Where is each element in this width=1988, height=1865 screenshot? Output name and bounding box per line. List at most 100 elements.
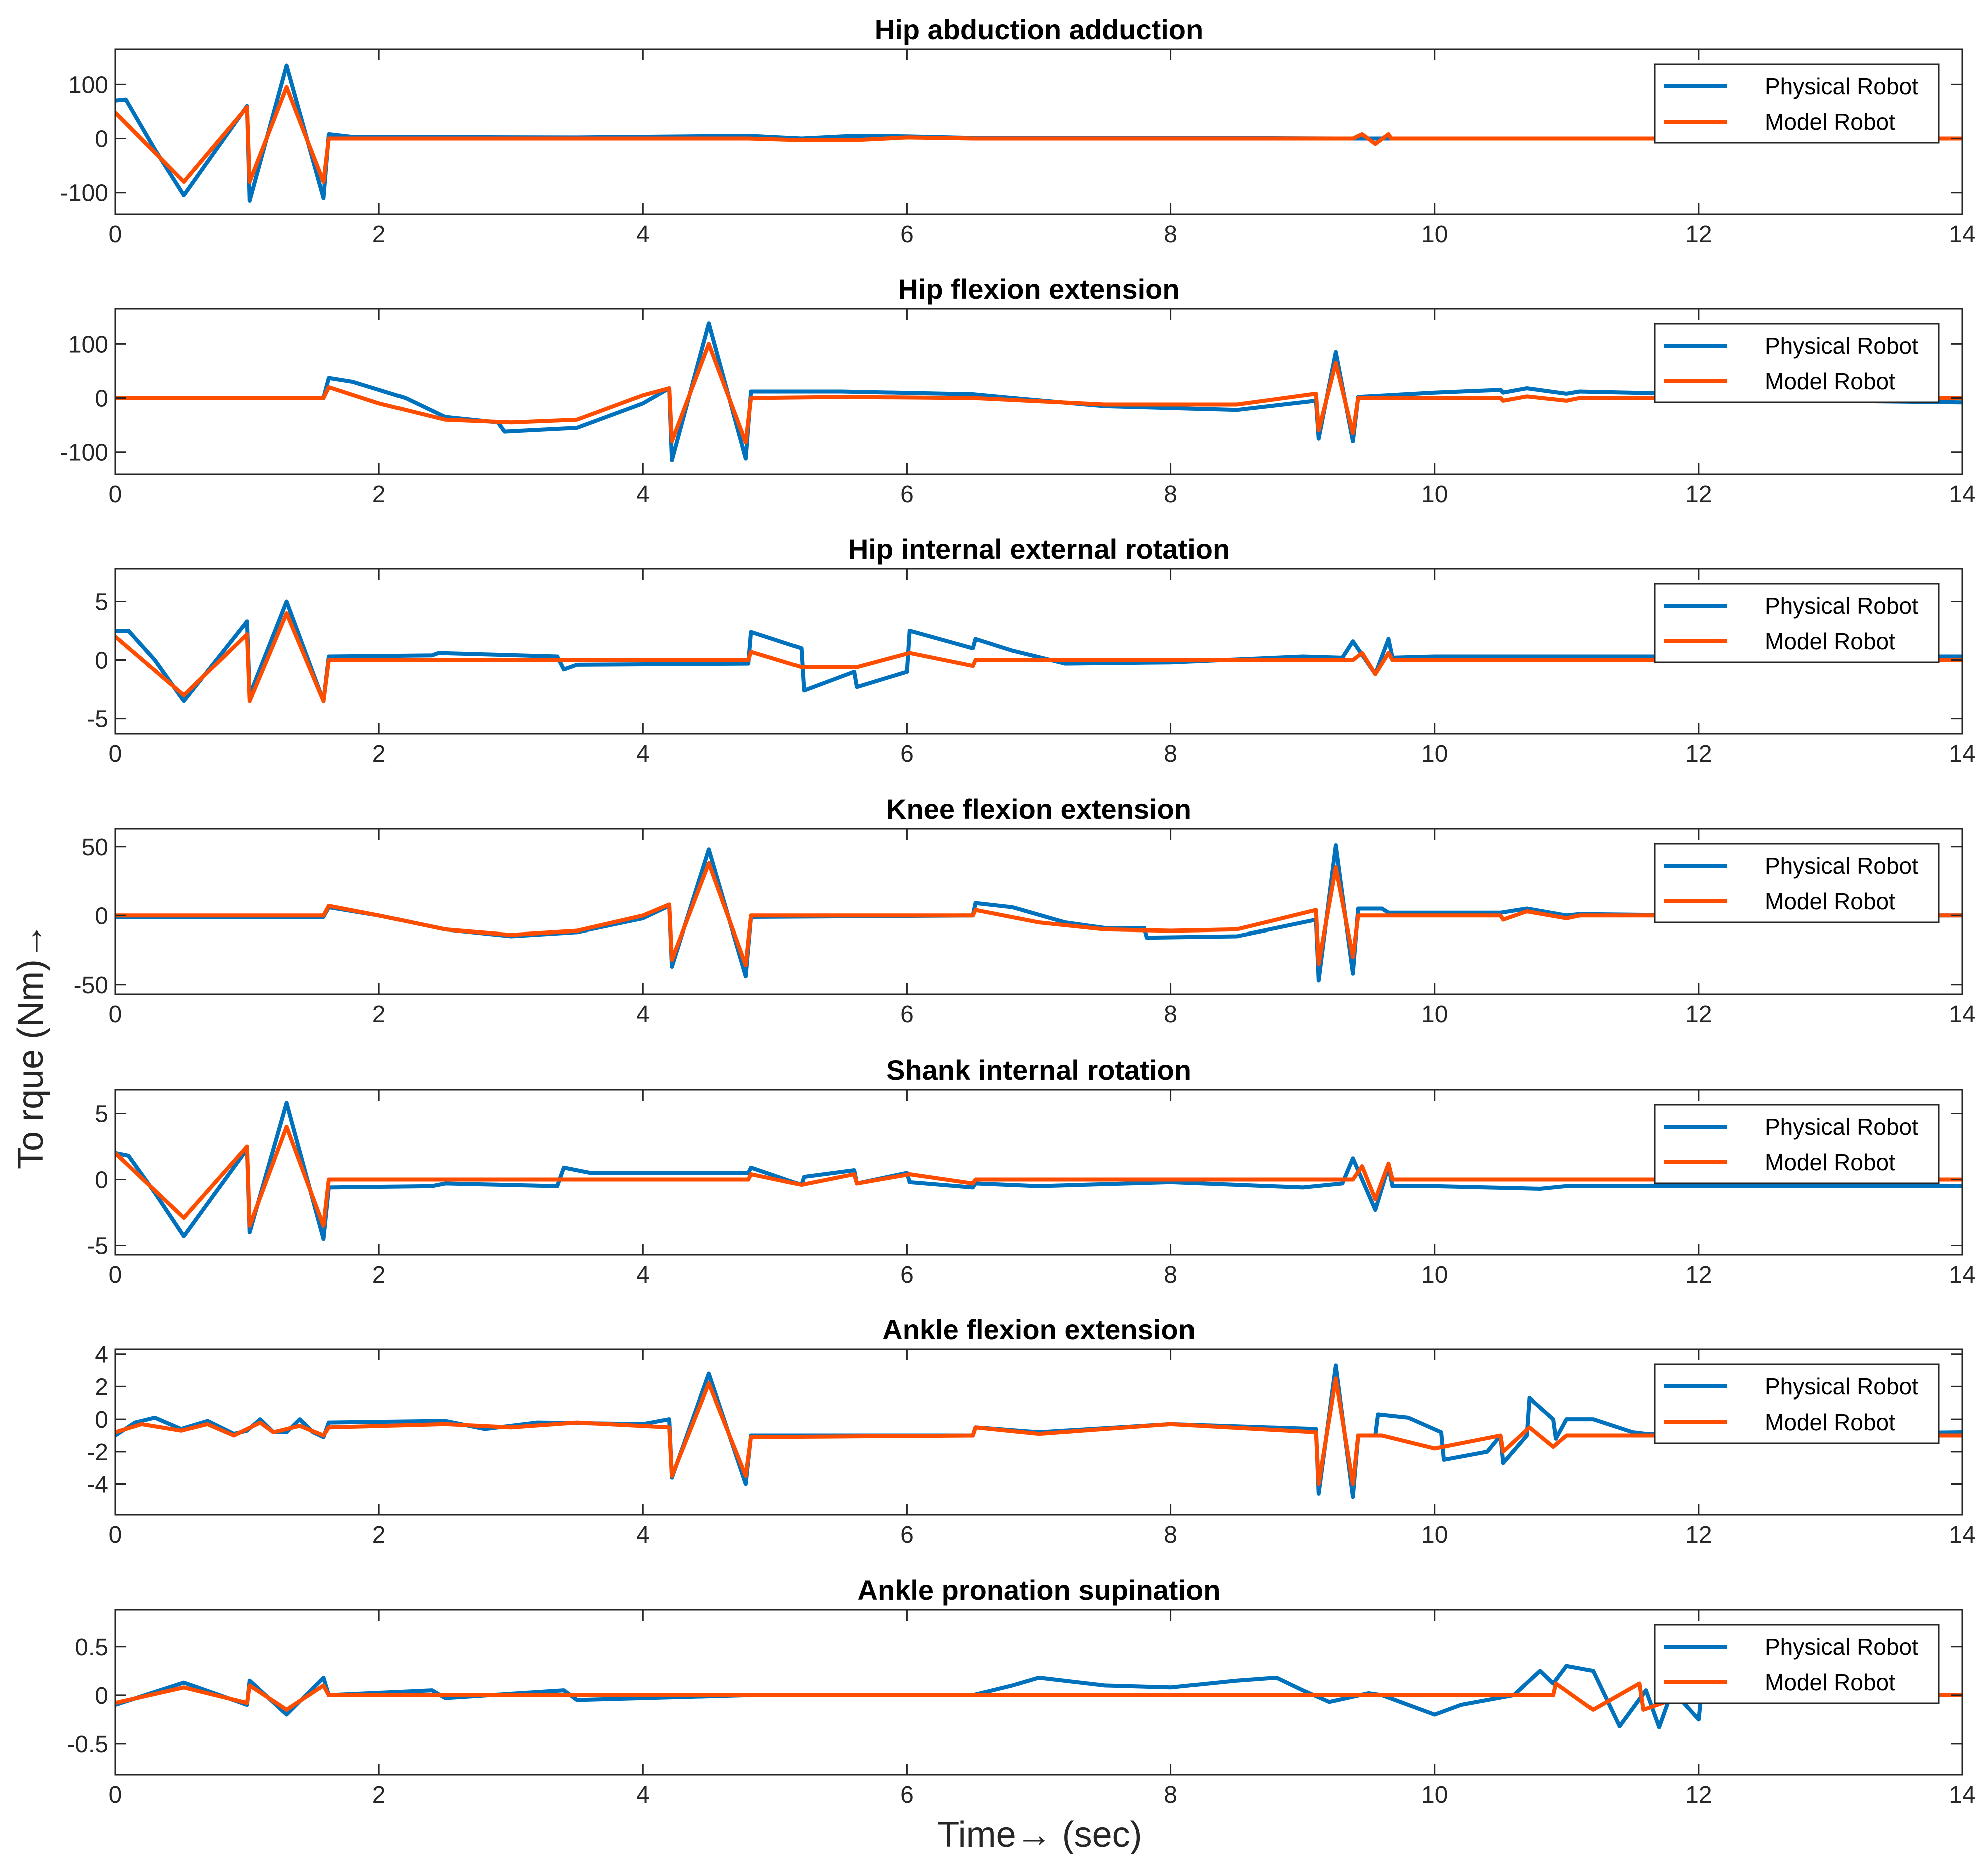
x-tick-label: 14 [1949,221,1975,248]
legend-label: Physical Robot [1765,593,1918,619]
subplot-title: Hip internal external rotation [848,533,1230,565]
x-tick-label: 2 [372,741,386,767]
x-tick-label: 14 [1949,1782,1975,1808]
x-tick-label: 4 [636,741,650,767]
x-tick-label: 12 [1685,481,1712,508]
legend-label: Model Robot [1765,1409,1895,1435]
x-tick-label: 2 [372,1522,386,1548]
legend-label: Model Robot [1765,368,1895,394]
legend-label: Physical Robot [1765,853,1918,879]
x-tick-label: 8 [1164,221,1177,248]
x-tick-label: 0 [109,221,122,248]
x-tick-label: 14 [1949,741,1975,767]
legend-box [1654,323,1940,403]
legend-label: Model Robot [1765,109,1895,135]
axes-box [114,1089,1963,1256]
x-tick-label: 10 [1421,481,1448,508]
axes-box [114,48,1963,215]
x-tick-label: 0 [109,1522,122,1548]
subplot-title: Knee flexion extension [886,793,1191,825]
x-tick-label: 10 [1421,1522,1448,1548]
x-tick-label: 6 [900,1522,914,1548]
x-tick-label: 12 [1685,1782,1712,1808]
subplot-title: Ankle flexion extension [882,1314,1196,1345]
y-tick-label: -100 [60,440,108,467]
y-tick-label: 0 [95,648,108,674]
axes-box [114,1609,1963,1776]
legend-label: Model Robot [1765,888,1895,914]
legend-box [1654,843,1940,923]
x-tick-label: 2 [372,481,386,508]
series-group [115,1664,1962,1729]
y-tick-label: 0 [95,126,108,153]
x-tick-label: 6 [900,741,914,767]
x-tick-label: 8 [1164,1262,1177,1288]
x-tick-label: 12 [1685,1262,1712,1288]
y-tick-label: 100 [68,331,108,358]
x-tick-label: 0 [109,1262,122,1288]
legend-label: Physical Robot [1765,333,1918,359]
x-tick-label: 8 [1164,1001,1177,1028]
physical-robot-line [115,599,1962,703]
legend-label: Physical Robot [1765,1114,1918,1140]
physical-robot-line [115,1101,1962,1241]
legend-label: Model Robot [1765,1669,1895,1695]
x-tick-label: 10 [1421,221,1448,248]
legend-box [1654,1104,1940,1184]
x-tick-label: 8 [1164,1522,1177,1548]
x-tick-label: 2 [372,1262,386,1288]
y-tick-label: 0.5 [75,1634,108,1661]
y-tick-label: -0.5 [67,1731,108,1758]
x-tick-label: 2 [372,1001,386,1028]
x-tick-label: 2 [372,1782,386,1808]
legend-label: Model Robot [1765,628,1895,654]
model-robot-line [115,1124,1962,1228]
x-tick-label: 6 [900,1001,914,1028]
y-tick-label: 50 [82,834,108,861]
legend-label: Physical Robot [1765,73,1918,99]
model-robot-line [115,861,1962,968]
series-group [115,63,1962,203]
x-tick-label: 12 [1685,1001,1712,1028]
legend-box [1654,63,1940,144]
subplot-title: Hip flexion extension [898,273,1179,305]
axes-box [114,1348,1963,1516]
axes-box [114,828,1963,995]
x-tick-label: 14 [1949,1262,1975,1288]
x-tick-label: 4 [636,1001,650,1028]
y-tick-label: -50 [74,972,108,999]
x-tick-label: 4 [636,1262,650,1288]
y-tick-label: -2 [87,1439,108,1466]
x-tick-label: 10 [1421,1262,1448,1288]
x-tick-label: 0 [109,741,122,767]
subplot-6: 0 2 4 6 8 10 12 14 -4 -2 0 2 4 Ankle flexion extensio… [87,1314,1975,1548]
axes-box [114,308,1963,475]
subplot-title: Shank internal rotation [886,1054,1191,1086]
y-tick-label: 0 [95,903,108,929]
x-tick-label: 0 [109,1001,122,1028]
series-group [115,1101,1962,1241]
y-tick-label: -5 [87,1233,108,1260]
y-tick-label: 100 [68,72,108,98]
series-group [115,843,1962,983]
x-tick-label: 6 [900,221,914,248]
series-group [115,599,1962,703]
y-tick-label: -5 [87,706,108,733]
y-tick-label: 0 [95,1683,108,1709]
series-group [115,321,1962,462]
subplot-title: Ankle pronation supination [858,1574,1221,1606]
x-tick-label: 12 [1685,221,1712,248]
x-tick-label: 0 [109,1782,122,1808]
legend-label: Physical Robot [1765,1634,1918,1660]
x-tick-label: 6 [900,481,914,508]
y-tick-label: 0 [95,386,108,412]
legend-label: Physical Robot [1765,1373,1918,1400]
legend-box [1654,1363,1940,1444]
x-tick-label: 10 [1421,1001,1448,1028]
